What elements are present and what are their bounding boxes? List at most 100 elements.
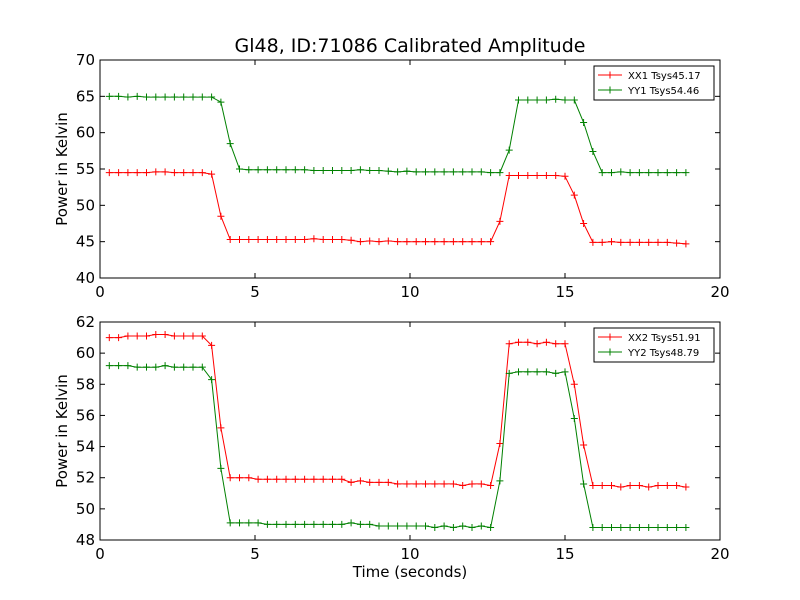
panel-2-xtick-label: 20 bbox=[710, 545, 729, 563]
panel-2-ytick-label: 62 bbox=[76, 313, 95, 331]
panel-1-legend-marker-2 bbox=[606, 86, 614, 94]
panel-2-series-2-point bbox=[663, 524, 671, 532]
panel-2-series-1-point bbox=[403, 480, 411, 488]
panel-1-series-1-point bbox=[496, 217, 504, 225]
panel-1-series-1-point bbox=[105, 169, 113, 177]
panel-2-ylabel: Power in Kelvin bbox=[53, 374, 71, 488]
panel-1-series-2-point bbox=[198, 93, 206, 101]
panel-1-series-2-point bbox=[645, 169, 653, 177]
panel-1-series-1-point bbox=[217, 212, 225, 220]
panel-1-series-1-point bbox=[282, 235, 290, 243]
panel-2-series-1-point bbox=[673, 482, 681, 489]
panel-1-series-2-point bbox=[598, 169, 606, 177]
panel-1-series-1-point bbox=[161, 168, 169, 176]
panel-2-series-2-point bbox=[301, 520, 309, 528]
panel-2-series-2-point bbox=[515, 368, 522, 376]
panel-2-series-1-point bbox=[347, 478, 355, 486]
panel-2-series-1-point bbox=[412, 480, 420, 488]
panel-1-series-1-point bbox=[524, 172, 532, 180]
panel-2-series-2-point bbox=[459, 522, 467, 530]
panel-2-series-1-point bbox=[617, 483, 625, 491]
panel-2-series-2-point bbox=[273, 520, 281, 528]
panel-1-xtick-label: 0 bbox=[95, 283, 105, 301]
panel-1-series-1-point bbox=[635, 238, 643, 246]
panel-1-series-2-point bbox=[236, 165, 243, 173]
panel-1-series-1-point bbox=[236, 235, 243, 243]
panel-2-series-2-point bbox=[133, 363, 141, 371]
panel-1-series-1-point bbox=[347, 236, 355, 244]
panel-2-series-2-point bbox=[245, 519, 253, 527]
panel-1-series-1-point bbox=[608, 238, 615, 246]
panel-2-series-2-point bbox=[626, 524, 634, 532]
panel-1-series-2-point bbox=[505, 146, 513, 154]
panel-2-series-1-point bbox=[589, 482, 597, 489]
panel-1-series-2-point bbox=[617, 168, 625, 176]
panel-1-series-2-point bbox=[115, 92, 123, 100]
panel-1-series-1-point bbox=[403, 238, 411, 246]
panel-2-series-2-point bbox=[487, 524, 495, 532]
panel-2-series-1-point bbox=[552, 340, 560, 348]
panel-1-series-2-point bbox=[170, 93, 178, 101]
panel-2: 0 5 10 15 20 48 50 52 54 56 58 60 62 Power in Kelvin T… bbox=[53, 313, 730, 581]
panel-1-series-1-point bbox=[412, 238, 420, 246]
panel-2-series-2-point bbox=[319, 520, 327, 528]
chart-title: Gl48, ID:71086 Calibrated Amplitude bbox=[235, 35, 586, 57]
panel-2-series-1-point bbox=[440, 480, 448, 488]
panel-2-series-1-point bbox=[468, 480, 476, 488]
panel-1-series-1-point bbox=[542, 172, 550, 180]
panel-1-series-1-point bbox=[375, 238, 383, 246]
panel-1-series-2-point bbox=[626, 169, 634, 177]
panel-2-series-2-point bbox=[524, 368, 532, 376]
panel-1-series-1-point bbox=[673, 239, 681, 247]
panel-2-series-2-point bbox=[561, 368, 569, 376]
panel-1-ytick-label: 55 bbox=[76, 160, 95, 178]
panel-2-series-1-point bbox=[394, 480, 402, 488]
panel-2-series-2-point bbox=[635, 524, 643, 532]
panel-1-series-1-point bbox=[477, 238, 485, 246]
panel-1-series-1-point bbox=[682, 240, 690, 248]
panel-2-series-1-point bbox=[626, 482, 634, 489]
panel-2-series-2-point bbox=[291, 520, 299, 528]
panel-2-series-2-point bbox=[608, 524, 615, 532]
panel-2-series-2-point bbox=[161, 362, 169, 370]
panel-1-series-2-point bbox=[152, 93, 160, 101]
panel-2-series-2-point bbox=[589, 524, 597, 532]
panel-1-ytick-label: 50 bbox=[76, 196, 95, 214]
panel-2-series-1-point bbox=[161, 330, 169, 338]
panel-2-series-1-point bbox=[635, 482, 643, 489]
panel-2-series-1-point bbox=[236, 474, 243, 482]
panel-1-series-1-point bbox=[654, 238, 662, 246]
panel-1-series-2-point bbox=[273, 166, 281, 174]
panel-1-series-2-point bbox=[403, 167, 411, 175]
panel-1-series-1-point bbox=[301, 235, 309, 243]
panel-2-series-1-point bbox=[208, 341, 216, 349]
panel-1-series-2-point bbox=[329, 166, 336, 174]
panel-2-legend: XX2 Tsys51.91 YY2 Tsys48.79 bbox=[593, 327, 715, 363]
panel-2-series-1-point bbox=[654, 482, 662, 489]
panel-1-ytick-label: 70 bbox=[76, 51, 95, 69]
panel-2-series-1-point bbox=[477, 480, 485, 488]
panel-1-series-2-point bbox=[682, 169, 690, 177]
panel-2-series-2-point bbox=[356, 520, 364, 528]
panel-2-series-2-point bbox=[263, 520, 271, 528]
panel-1-series-1-point bbox=[124, 169, 132, 177]
panel-2-series-1-point bbox=[217, 424, 225, 432]
panel-2-series-2-point bbox=[468, 524, 476, 532]
panel-2-series-1-point bbox=[273, 475, 281, 483]
panel-2-ytick-label: 58 bbox=[76, 375, 95, 393]
panel-1-series-1-point bbox=[366, 237, 374, 245]
panel-1-series-1-point bbox=[329, 235, 336, 243]
panel-1-series-2-point bbox=[189, 93, 197, 101]
panel-2-series-1-point bbox=[356, 477, 364, 485]
panel-1-series-1-point bbox=[663, 238, 671, 246]
panel-2-series-2-point bbox=[198, 363, 206, 371]
panel-1-series-1-point bbox=[431, 238, 439, 246]
panel-2-xtick-label: 5 bbox=[250, 545, 260, 563]
panel-2-series-2-point bbox=[105, 362, 113, 370]
panel-1-series-2-point bbox=[226, 140, 234, 148]
panel-2-series-2-point bbox=[533, 368, 541, 376]
panel-2-series-1-point bbox=[263, 475, 271, 483]
panel-2-series-1-point bbox=[133, 332, 141, 340]
panel-1-series-2-point bbox=[254, 166, 262, 174]
